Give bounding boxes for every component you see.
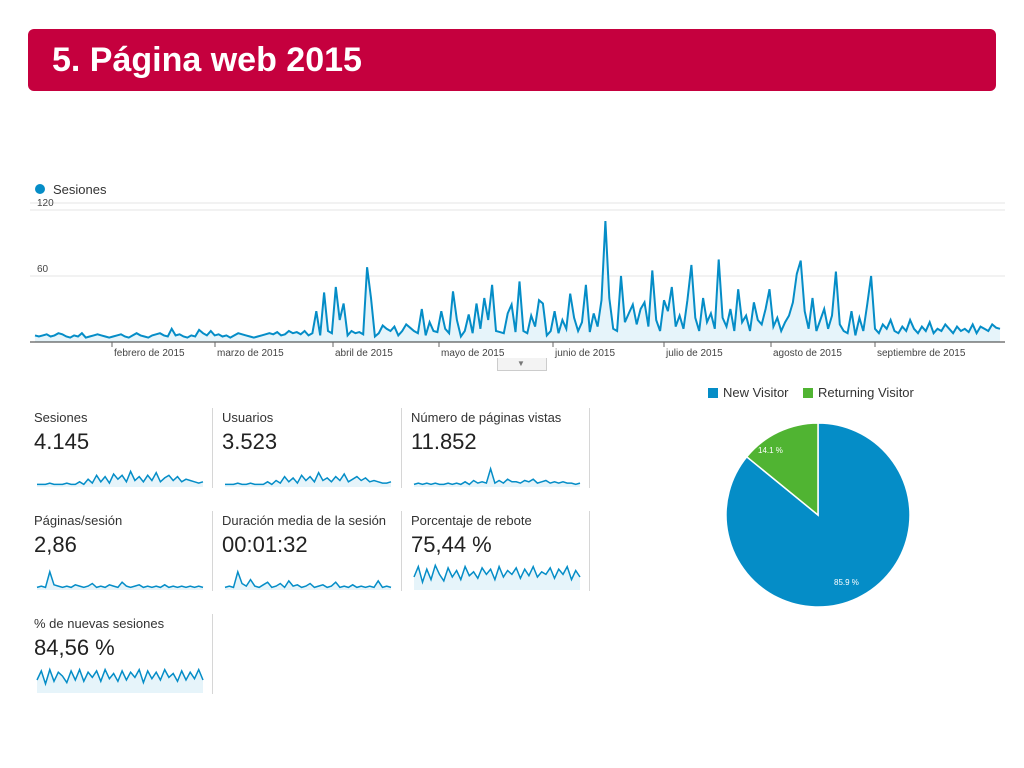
metric-label: Sesiones (34, 410, 88, 425)
divider (401, 511, 402, 591)
chevron-down-icon: ▼ (517, 359, 525, 368)
metric-value: 00:01:32 (222, 532, 308, 557)
sparkline-area (37, 571, 203, 590)
metric-sparkline (413, 466, 581, 487)
sparkline-line (37, 469, 204, 486)
pie-slice-returning-visitor (745, 422, 819, 517)
divider (589, 511, 590, 591)
sparkline-line (225, 471, 392, 486)
metric-sparkline (37, 469, 204, 487)
x-tick-label: marzo de 2015 (217, 348, 284, 359)
metric-nuevas-sesiones: % de nuevas sesiones 84,56 % (30, 616, 208, 696)
sparkline-area (414, 565, 580, 590)
legend-label: New Visitor (723, 385, 789, 400)
divider (401, 408, 402, 488)
legend-dot (35, 184, 45, 194)
legend-returning-visitor[interactable]: Returning Visitor (803, 385, 914, 400)
metric-label: Número de páginas vistas (411, 410, 562, 425)
pie-label-new: 85.9 % (834, 578, 859, 587)
y-tick-label: 120 (37, 198, 54, 209)
legend-new-visitor[interactable]: New Visitor (708, 385, 789, 400)
metric-porcentaje-rebote: Porcentaje de rebote 75,44 % (407, 513, 585, 593)
sparkline-line (224, 569, 392, 589)
sessions-area (35, 221, 1000, 342)
x-tick-label: junio de 2015 (554, 348, 615, 359)
sparkline-area (37, 669, 203, 693)
sessions-line-chart: Sesiones 60 120 febrero de 2015 marzo de 201… (30, 182, 1005, 359)
metric-sesiones: Sesiones 4.145 (30, 410, 208, 490)
x-tick-label: julio de 2015 (665, 348, 723, 359)
sparkline-line (36, 667, 204, 687)
sparkline-line (36, 569, 204, 589)
metric-paginas-vistas: Número de páginas vistas 11.852 (407, 410, 585, 490)
legend-swatch (803, 388, 813, 398)
divider (212, 614, 213, 694)
legend-label: Sesiones (53, 182, 107, 197)
divider (212, 511, 213, 591)
chart-scroll-handle[interactable]: ▼ (497, 358, 547, 371)
metric-value: 4.145 (34, 429, 90, 454)
metric-paginas-sesion: Páginas/sesión 2,86 (30, 513, 208, 593)
metric-value: 3.523 (222, 429, 278, 454)
legend-swatch (708, 388, 718, 398)
metric-label: % de nuevas sesiones (34, 616, 165, 631)
metric-duracion-media: Duración media de la sesión 00:01:32 (218, 513, 396, 593)
x-tick-label: febrero de 2015 (114, 348, 185, 359)
x-tick-label: septiembre de 2015 (877, 348, 966, 359)
pie-slice-new-visitor (725, 422, 911, 608)
metric-label: Duración media de la sesión (222, 513, 387, 528)
sparkline-area (225, 571, 391, 590)
divider (589, 408, 590, 488)
pie-svg: 85.9 % 14.1 % (725, 422, 911, 608)
sparkline-area (225, 472, 391, 487)
metric-sparkline (36, 569, 204, 590)
sparkline-line (413, 563, 581, 585)
metric-label: Páginas/sesión (34, 513, 123, 528)
sparkline-area (414, 468, 580, 487)
metric-value: 11.852 (411, 429, 477, 454)
sparkline-line (413, 466, 581, 486)
metric-sparkline (224, 569, 392, 590)
visitor-pie-chart: New Visitor Returning Visitor 85.9 % 14.1… (700, 385, 1000, 625)
x-tick-label: mayo de 2015 (441, 348, 505, 359)
y-tick-label: 60 (37, 264, 49, 275)
metric-usuarios: Usuarios 3.523 (218, 410, 396, 490)
metric-value: 75,44 % (411, 532, 492, 557)
page-title: 5. Página web 2015 (52, 41, 362, 79)
metric-value: 84,56 % (34, 635, 115, 660)
sessions-line (34, 220, 1001, 339)
pie-label-returning: 14.1 % (758, 446, 783, 455)
divider (212, 408, 213, 488)
metric-label: Porcentaje de rebote (411, 513, 532, 528)
metric-label: Usuarios (222, 410, 274, 425)
title-bar: 5. Página web 2015 (28, 29, 996, 91)
legend-label: Returning Visitor (818, 385, 914, 400)
metric-sparkline (413, 563, 581, 590)
metric-value: 2,86 (34, 532, 77, 557)
x-tick-label: abril de 2015 (335, 348, 393, 359)
metric-sparkline (36, 667, 204, 693)
x-tick-label: agosto de 2015 (773, 348, 842, 359)
metric-sparkline (225, 471, 392, 487)
